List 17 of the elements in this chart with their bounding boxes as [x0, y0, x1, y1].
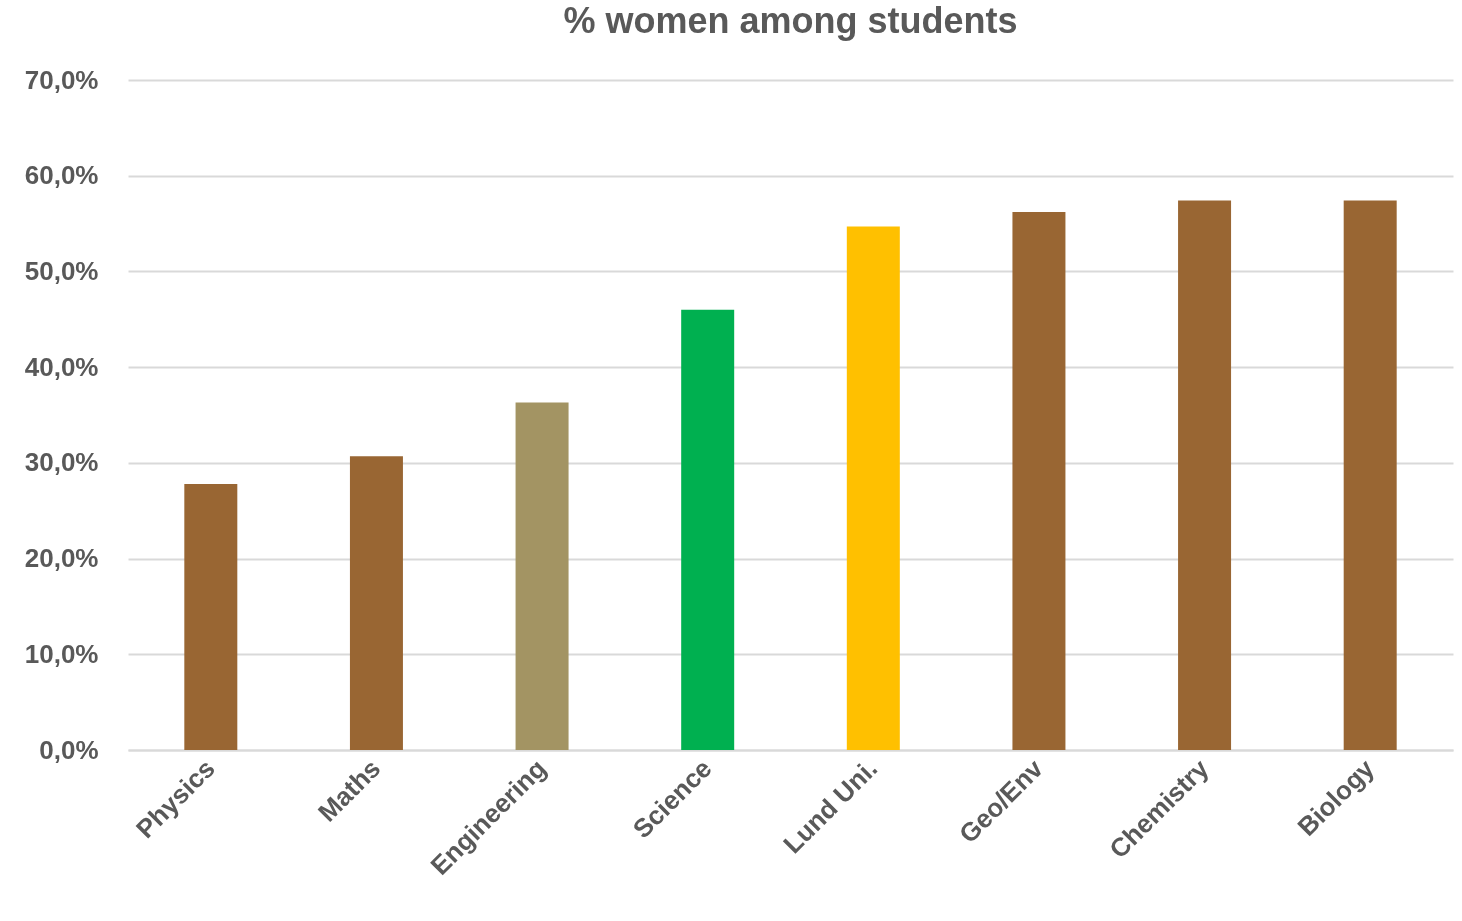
chart-title: % women among students [563, 0, 1018, 41]
y-tick-label: 60,0% [24, 160, 99, 191]
y-tick-label: 40,0% [24, 351, 99, 382]
bar [1178, 200, 1232, 750]
y-tick-label: 50,0% [24, 255, 99, 286]
bar [1012, 212, 1066, 750]
bar [349, 456, 403, 750]
bar [681, 309, 735, 750]
y-tick-label: 0,0% [39, 734, 99, 765]
bar [515, 402, 569, 750]
bar [1343, 200, 1397, 750]
y-tick-label: 10,0% [24, 638, 99, 669]
bar [846, 226, 900, 750]
y-tick-label: 70,0% [24, 64, 99, 95]
bar [184, 483, 238, 750]
y-tick-label: 20,0% [24, 543, 99, 574]
y-tick-label: 30,0% [24, 447, 99, 478]
